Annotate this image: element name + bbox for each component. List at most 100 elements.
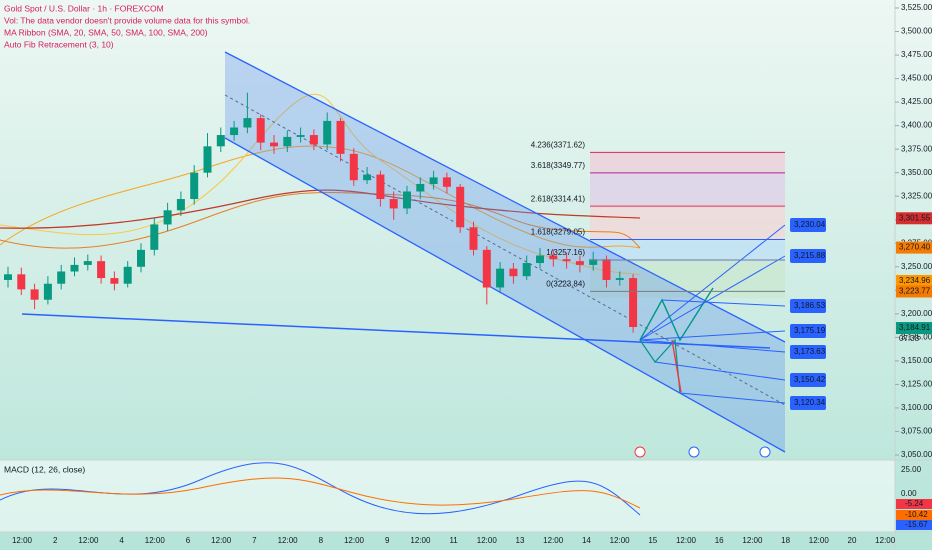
candle-body: [336, 120, 345, 154]
projection-tag-label: 3,175.19: [794, 326, 826, 335]
candle-body: [203, 146, 212, 173]
candle-body: [150, 224, 159, 250]
fib-label: 2.618(3314.41): [531, 194, 586, 203]
candle-body: [522, 263, 531, 277]
price-tag: [896, 285, 932, 298]
candles: [4, 92, 638, 333]
y-tick-label: 3,350.00: [901, 168, 932, 177]
candle-body: [549, 255, 558, 260]
macd-title: MACD (12, 26, close): [4, 464, 85, 474]
x-tick-label: 6: [186, 536, 191, 545]
y-tick-label: 3,100.00: [901, 403, 932, 412]
candle-body: [363, 174, 372, 181]
channel-line: [224, 51, 786, 343]
candle-body: [509, 268, 518, 277]
fib-band: [590, 208, 785, 240]
fib-label: 3.618(3349.77): [531, 161, 586, 170]
projection-line: [639, 255, 786, 341]
x-tick-label: 9: [385, 536, 390, 545]
event-icon[interactable]: [688, 446, 700, 458]
price-tag-label: 3,223.77: [899, 287, 931, 296]
y-tick-label: 3,500.00: [901, 27, 932, 36]
macd-tag-label: -15.67: [905, 520, 928, 529]
projection-tag: [790, 373, 826, 387]
drop-arrow: [671, 339, 682, 393]
price-tag: [896, 274, 932, 287]
candle-body: [323, 120, 332, 145]
price-tag: [896, 212, 932, 225]
channel-midline: [224, 94, 786, 406]
candle-body: [309, 135, 318, 145]
x-tick-label: 12:00: [610, 536, 631, 545]
x-tick-label: 12:00: [145, 536, 166, 545]
projection-tag-label: 3,150.42: [794, 375, 826, 384]
ma-line: [0, 189, 641, 229]
candle-body: [469, 227, 478, 250]
projection-line: [639, 330, 786, 341]
candle-body: [482, 249, 491, 288]
y-tick-label: 3,525.00: [901, 3, 932, 12]
projection-path: [639, 287, 714, 342]
drawings: [0, 51, 786, 453]
price-tag-label: 3,234.96: [899, 276, 931, 285]
projection-tag-label: 3,186.53: [794, 301, 826, 310]
candle-body: [296, 135, 305, 137]
x-tick-label: 7: [252, 536, 257, 545]
x-tick-label: 12:00: [676, 536, 697, 545]
projection-tag-label: 3,173.63: [794, 347, 826, 356]
candle-body: [243, 118, 252, 128]
y-tick-label: 3,150.00: [901, 356, 932, 365]
candle-body: [4, 274, 12, 280]
y-tick-label: 3,425.00: [901, 97, 932, 106]
x-tick-label: 12:00: [875, 536, 896, 545]
x-tick-label: 12:00: [809, 536, 830, 545]
price-tag-label: 3,184.91: [899, 323, 931, 332]
event-icon[interactable]: [634, 446, 646, 458]
legend-ma: MA Ribbon (SMA, 20, SMA, 50, SMA, 100, S…: [4, 27, 208, 37]
legend-symbol: Gold Spot / U.S. Dollar · 1h · FOREXCOM: [4, 3, 164, 13]
candle-body: [256, 118, 265, 143]
candle-body: [456, 186, 465, 228]
candle-body: [602, 259, 611, 280]
candle-body: [536, 255, 544, 264]
y-tick-label: 3,475.00: [901, 50, 932, 59]
y-tick-label: 3,125.00: [901, 380, 932, 389]
price-tag: [896, 322, 932, 335]
x-tick-label: 12:00: [477, 536, 498, 545]
y-tick-label: 3,050.00: [901, 450, 932, 459]
projection-line: [679, 392, 786, 404]
x-tick-label: 12:00: [12, 536, 33, 545]
candle-body: [615, 278, 624, 280]
candle-body: [589, 259, 598, 265]
projection-line: [639, 339, 786, 353]
event-icon[interactable]: [759, 446, 771, 458]
x-tick-label: 2: [53, 536, 58, 545]
x-tick-label: 18: [781, 536, 790, 545]
y-tick-label: 3,400.00: [901, 121, 932, 130]
fib-band: [590, 175, 785, 208]
projection-tag-label: 3,215.88: [794, 251, 826, 260]
projection-tag: [790, 299, 826, 313]
price-tag-label: 3,270.40: [899, 243, 931, 252]
projection-line: [654, 361, 786, 381]
macd-tag-label: -5.24: [905, 499, 924, 508]
projection-tag-label: 3,230.04: [794, 220, 826, 229]
macd-tag: [896, 499, 932, 509]
candle-body: [163, 210, 172, 225]
price-tag: [896, 241, 932, 254]
projection-tag: [790, 218, 826, 232]
trend-line: [21, 313, 771, 349]
candle-body: [110, 278, 119, 284]
candle-body: [629, 278, 638, 328]
channel-line: [224, 137, 786, 453]
x-tick-label: 12:00: [742, 536, 763, 545]
projections: [0, 224, 786, 516]
candle-body: [429, 177, 438, 184]
fib-label: 1.618(3279.05): [531, 228, 586, 237]
candle-body: [270, 142, 278, 147]
candle-body: [403, 191, 411, 209]
candle-body: [97, 261, 106, 279]
x-tick-label: 12:00: [410, 536, 431, 545]
projection-line: [661, 299, 786, 307]
